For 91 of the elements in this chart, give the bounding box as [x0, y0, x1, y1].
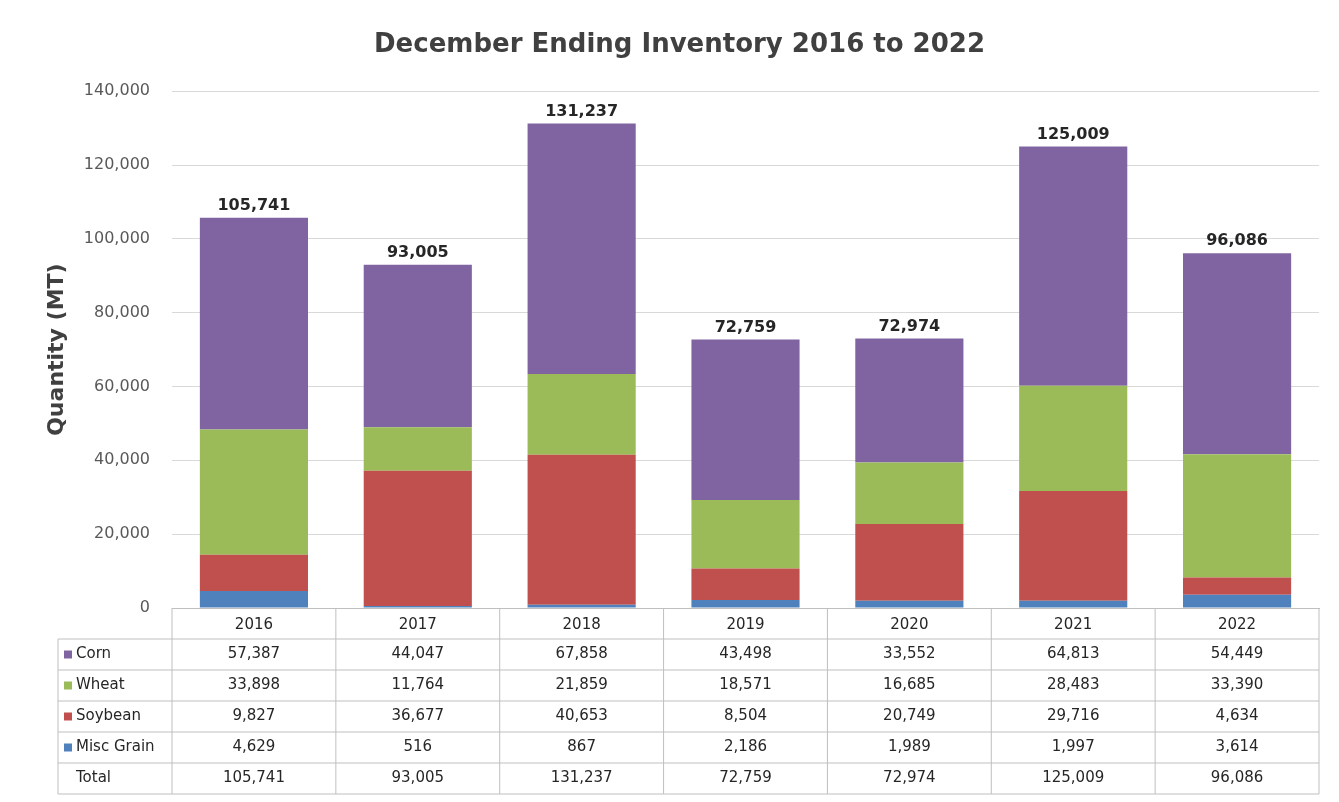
bar	[691, 568, 800, 600]
bar	[199, 217, 308, 430]
bar	[1019, 490, 1128, 601]
bar	[855, 462, 964, 525]
bar	[1019, 385, 1128, 491]
bar	[1183, 594, 1292, 608]
legend-label: Corn	[76, 644, 112, 663]
data-label: 28,483	[1046, 675, 1100, 694]
y-tick-label: 140,000	[83, 80, 150, 100]
data-label: 8,504	[724, 706, 767, 725]
data-label: 33,552	[883, 644, 936, 663]
y-tick-label: 60,000	[94, 375, 150, 395]
total-label: 125,009	[1036, 123, 1110, 143]
data-label: 1,997	[1051, 737, 1095, 756]
data-label: 33,898	[227, 675, 281, 694]
text: 93,005	[391, 768, 445, 787]
legend-label: Wheat	[76, 675, 125, 694]
y-tick-label: 20,000	[94, 523, 150, 543]
data-label: 44,047	[391, 644, 445, 663]
data-label: 3,614	[1215, 737, 1259, 756]
text: 96,086	[1210, 768, 1264, 787]
bar	[855, 338, 964, 463]
data-label: 11,764	[391, 675, 445, 694]
bar	[1183, 577, 1292, 595]
text: 131,237	[550, 768, 613, 787]
bar	[1183, 454, 1292, 578]
bar	[1183, 253, 1292, 455]
x-tick-label: 2018	[562, 614, 601, 633]
data-label: 21,859	[555, 675, 608, 694]
data-label: 2,186	[724, 737, 767, 756]
data-label: 4,629	[232, 737, 276, 756]
total-label: 131,237	[545, 100, 619, 120]
total-label: 96,086	[1206, 230, 1268, 250]
x-tick-label: 2016	[234, 614, 274, 633]
data-label: 18,571	[719, 675, 772, 694]
data-label: 1,989	[887, 737, 931, 756]
bar	[527, 454, 636, 605]
total-label: 72,974	[878, 315, 941, 335]
x-tick-label: 2017	[398, 614, 437, 633]
text: 72,759	[719, 768, 772, 787]
data-label: 516	[403, 737, 433, 756]
data-label: 67,858	[555, 644, 608, 663]
x-tick-label: 2021	[1054, 614, 1093, 633]
y-axis-title: Quantity (MT)	[42, 263, 68, 436]
bar	[1019, 600, 1128, 608]
data-label: 64,813	[1046, 644, 1100, 663]
y-tick-label: 0	[139, 597, 150, 617]
data-label: 54,449	[1210, 644, 1264, 663]
chart-title: December Ending Inventory 2016 to 2022	[374, 28, 985, 59]
y-tick-label: 100,000	[83, 228, 150, 248]
data-label: 36,677	[391, 706, 445, 725]
legend-label: Misc Grain	[76, 737, 155, 756]
x-tick-label: 2022	[1217, 614, 1257, 633]
total-label: 93,005	[386, 241, 449, 261]
data-label: 867	[567, 737, 596, 756]
data-label: 33,390	[1210, 675, 1264, 694]
data-label: 43,498	[719, 644, 772, 663]
text: 72,974	[883, 768, 936, 787]
y-tick-label: 40,000	[94, 449, 150, 469]
data-label: 20,749	[883, 706, 936, 725]
bar	[363, 470, 472, 607]
bar	[199, 554, 308, 591]
legend-label: Soybean	[76, 706, 142, 725]
x-tick-label: 2019	[726, 614, 765, 633]
bar	[527, 604, 636, 608]
bar	[691, 339, 800, 500]
y-tick-label: 80,000	[94, 301, 150, 321]
bar	[527, 374, 636, 455]
text: 125,009	[1042, 768, 1105, 787]
data-label: 29,716	[1046, 706, 1100, 725]
data-label: 57,387	[227, 644, 281, 663]
bar	[1019, 146, 1128, 386]
y-tick-label: 120,000	[83, 154, 150, 174]
bar	[363, 264, 472, 428]
bar	[691, 599, 800, 608]
data-label: 9,827	[232, 706, 276, 725]
data-label: 40,653	[555, 706, 608, 725]
text: Total	[75, 768, 112, 787]
bar	[199, 590, 308, 608]
total-label: 105,741	[217, 194, 291, 214]
text: 105,741	[222, 768, 285, 787]
x-tick-label: 2020	[890, 614, 929, 633]
bar	[855, 524, 964, 601]
bar	[527, 123, 636, 375]
data-label: 16,685	[883, 675, 936, 694]
total-label: 72,759	[714, 316, 777, 336]
bar	[363, 427, 472, 471]
data-label: 4,634	[1215, 706, 1259, 725]
bar	[199, 429, 308, 555]
bar	[855, 600, 964, 608]
bar	[691, 499, 800, 569]
